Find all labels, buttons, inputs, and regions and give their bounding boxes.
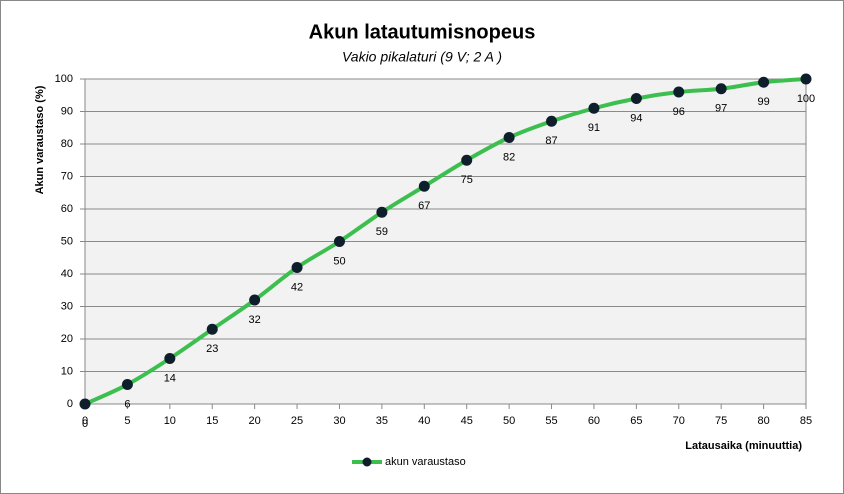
data-label: 42 [291, 281, 303, 293]
data-label: 23 [206, 343, 218, 355]
x-tick-label: 15 [206, 415, 218, 427]
data-label: 100 [797, 93, 815, 105]
chart-subtitle: Vakio pikalaturi (9 V; 2 A ) [342, 49, 502, 65]
y-tick-label: 60 [61, 203, 73, 215]
x-tick-label: 40 [418, 415, 430, 427]
data-label: 14 [164, 372, 176, 384]
data-point [79, 398, 91, 410]
data-label: 59 [376, 226, 388, 238]
data-label: 94 [630, 112, 642, 124]
data-point [588, 102, 600, 114]
data-point [164, 353, 176, 364]
data-label: 87 [545, 135, 557, 147]
data-point [121, 379, 133, 390]
data-point [673, 86, 685, 98]
x-tick-label: 25 [291, 415, 303, 427]
data-label: 96 [673, 106, 685, 118]
x-tick-label: 80 [757, 415, 769, 427]
x-tick-label: 45 [461, 415, 473, 427]
y-tick-label: 40 [61, 268, 73, 280]
data-label: 50 [333, 255, 345, 267]
data-point [249, 294, 261, 306]
x-tick-label: 85 [800, 415, 812, 427]
data-point [800, 73, 812, 85]
data-label: 75 [461, 174, 473, 186]
x-tick-label: 20 [249, 415, 261, 427]
data-point [333, 236, 345, 247]
y-tick-label: 0 [67, 398, 73, 410]
x-tick-label: 5 [124, 415, 130, 427]
data-label: 6 [124, 398, 130, 410]
data-point [715, 83, 727, 95]
data-label: 0 [82, 418, 88, 430]
chart-title: Akun latautumisnopeus [309, 21, 536, 43]
data-point [291, 262, 303, 273]
y-axis-label: Akun varaustaso (%) [34, 85, 46, 194]
x-tick-label: 0 [82, 415, 88, 427]
data-point [503, 132, 515, 143]
data-point [461, 154, 473, 166]
data-label: 67 [418, 200, 430, 212]
y-tick-label: 100 [55, 73, 73, 85]
data-label: 99 [757, 96, 769, 108]
y-tick-label: 90 [61, 105, 73, 117]
data-point [376, 206, 388, 218]
data-point [206, 323, 218, 335]
x-tick-label: 70 [673, 415, 685, 427]
x-tick-label: 35 [376, 415, 388, 427]
data-point [418, 180, 430, 192]
x-tick-label: 75 [715, 415, 727, 427]
data-label: 32 [249, 314, 261, 326]
legend-marker [362, 457, 372, 467]
y-tick-label: 50 [61, 235, 73, 247]
x-tick-label: 65 [630, 415, 642, 427]
x-tick-label: 50 [503, 415, 515, 427]
x-axis-label: Latausaika (minuuttia) [685, 440, 802, 452]
y-tick-label: 10 [61, 365, 73, 377]
x-tick-label: 55 [545, 415, 557, 427]
data-point [758, 76, 770, 88]
y-tick-label: 30 [61, 300, 73, 312]
x-tick-label: 60 [588, 415, 600, 427]
legend-label: akun varaustaso [385, 456, 466, 468]
y-tick-label: 20 [61, 333, 73, 345]
data-point [546, 115, 558, 127]
y-tick-label: 80 [61, 138, 73, 150]
data-label: 82 [503, 151, 515, 163]
data-point [630, 93, 642, 104]
data-label: 97 [715, 103, 727, 115]
y-tick-label: 70 [61, 170, 73, 182]
x-tick-label: 10 [164, 415, 176, 427]
x-tick-label: 30 [333, 415, 345, 427]
data-label: 91 [588, 122, 600, 134]
